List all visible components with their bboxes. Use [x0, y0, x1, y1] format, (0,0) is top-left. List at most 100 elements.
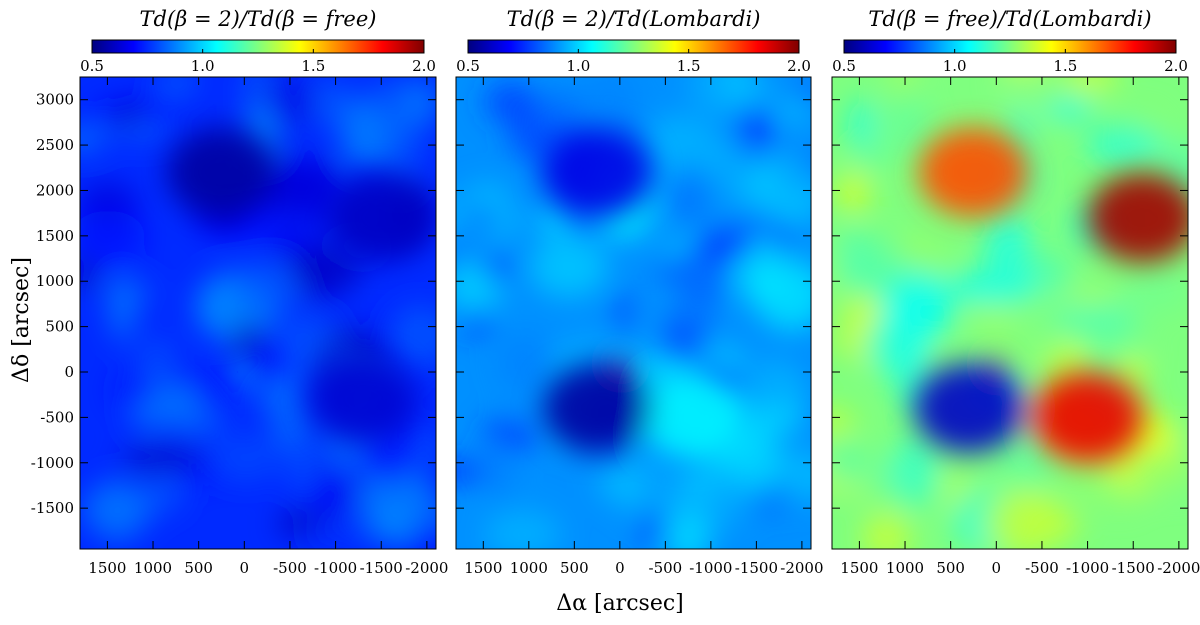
x-tick-label: 0: [992, 559, 1002, 577]
feature-region: [637, 372, 748, 463]
texture-blob: [777, 100, 811, 123]
texture-blob: [231, 322, 264, 360]
texture-blob: [290, 241, 362, 297]
texture-blob: [721, 77, 753, 108]
x-tick-label: 0: [615, 559, 625, 577]
texture-blob: [147, 90, 175, 116]
texture-blob: [405, 86, 435, 121]
feature-region: [236, 358, 253, 386]
texture-blob: [956, 265, 1040, 308]
feature-region: [918, 127, 1029, 218]
texture-blob: [610, 449, 690, 518]
texture-blob: [537, 204, 569, 236]
plot-frame: [79, 76, 437, 550]
texture-blob: [832, 444, 872, 484]
x-tick-label: 1500: [464, 559, 502, 577]
plot-frame: [455, 76, 812, 550]
texture-blob: [328, 508, 382, 539]
texture-blob: [673, 138, 751, 167]
texture-blob: [882, 95, 933, 156]
texture-blob: [145, 473, 184, 514]
texture-blob: [1042, 95, 1095, 122]
texture-blob: [1122, 267, 1188, 314]
texture-blob: [654, 334, 705, 356]
texture-blob: [90, 479, 145, 543]
feature-region: [326, 172, 436, 263]
x-tick-label: -1000: [689, 559, 732, 577]
texture-blob: [739, 361, 805, 425]
texture-blob: [853, 146, 892, 170]
texture-blob: [836, 172, 870, 212]
panel-title: Td(β = free)/Td(Lombardi): [868, 7, 1151, 31]
texture-blob: [680, 467, 716, 502]
colorbar: [91, 39, 425, 54]
y-tick-label: 1500: [36, 227, 74, 245]
texture-blob: [284, 427, 324, 495]
texture-blob: [683, 283, 708, 311]
feature-region: [542, 127, 653, 218]
texture-blob: [484, 82, 538, 122]
colorbar: [467, 39, 800, 54]
texture-blob: [111, 121, 174, 143]
panel-1: Td(β = 2)/Td(β = free) 0.5 1.0 1.5 2.0 1500 10…: [31, 7, 449, 577]
texture-blob: [848, 99, 875, 150]
texture-blob: [535, 90, 583, 133]
x-tick-label: -2000: [1157, 559, 1200, 577]
texture-blob: [80, 128, 105, 150]
x-tick-label: -500: [273, 559, 307, 577]
texture-blob: [1116, 346, 1148, 393]
texture-blob: [232, 261, 309, 311]
texture-blob: [369, 513, 410, 544]
texture-blob: [940, 469, 966, 492]
feature-region: [1032, 372, 1143, 463]
colorbar-tick-label: 2.0: [787, 57, 811, 75]
heatmap-features: [166, 127, 436, 445]
y-tick-label: -1000: [31, 454, 74, 472]
texture-blob: [1085, 124, 1164, 166]
texture-blob: [984, 490, 1067, 549]
x-tick-label: 1000: [134, 559, 172, 577]
colorbar-tick-label: 0.5: [456, 57, 480, 75]
texture-blob: [580, 77, 639, 130]
y-tick-label: 2500: [36, 136, 74, 154]
texture-blob: [613, 292, 639, 341]
texture-blob: [131, 403, 165, 430]
heatmap-features: [913, 127, 1188, 463]
texture-blob: [212, 435, 281, 482]
texture-blob: [497, 334, 557, 394]
colorbar-tick-label: 1.0: [943, 57, 967, 75]
y-tick-label: -1500: [31, 499, 74, 517]
texture-blob: [158, 77, 198, 94]
x-tick-label: -1000: [314, 559, 357, 577]
x-axis-label: Δα [arcsec]: [556, 591, 684, 616]
texture-blob: [120, 444, 204, 473]
feature-region: [913, 363, 1024, 454]
colorbar-tick-label: 1.5: [301, 57, 325, 75]
feature-region: [1087, 172, 1188, 263]
feature-region: [166, 127, 277, 218]
texture-blob: [113, 102, 144, 128]
texture-blob: [668, 163, 708, 222]
texture-blob: [849, 236, 904, 296]
panel-3: Td(β = free)/Td(Lombardi) 0.5 1.0 1.5 2.0 150…: [831, 7, 1200, 577]
x-tick-label: 500: [560, 559, 589, 577]
x-tick-label: 500: [184, 559, 213, 577]
texture-blob: [461, 304, 493, 337]
texture-blob: [666, 508, 709, 549]
texture-blob: [140, 335, 180, 368]
texture-blob: [461, 201, 508, 239]
colorbar-tick-label: 1.5: [677, 57, 701, 75]
texture-blob: [489, 436, 515, 504]
y-tick-label: 0: [64, 363, 74, 381]
x-tick-label: -1500: [735, 559, 778, 577]
texture-blob: [151, 380, 202, 422]
x-tick-label: -500: [649, 559, 683, 577]
x-tick-label: -1000: [1066, 559, 1109, 577]
texture-blob: [456, 460, 495, 483]
texture-blob: [529, 236, 609, 298]
heatmap-features: [542, 127, 748, 463]
texture-blob: [483, 509, 561, 549]
x-tick-label: 1000: [886, 559, 924, 577]
heatmap: [80, 77, 436, 549]
y-axis-label: Δδ [arcsec]: [9, 257, 34, 383]
